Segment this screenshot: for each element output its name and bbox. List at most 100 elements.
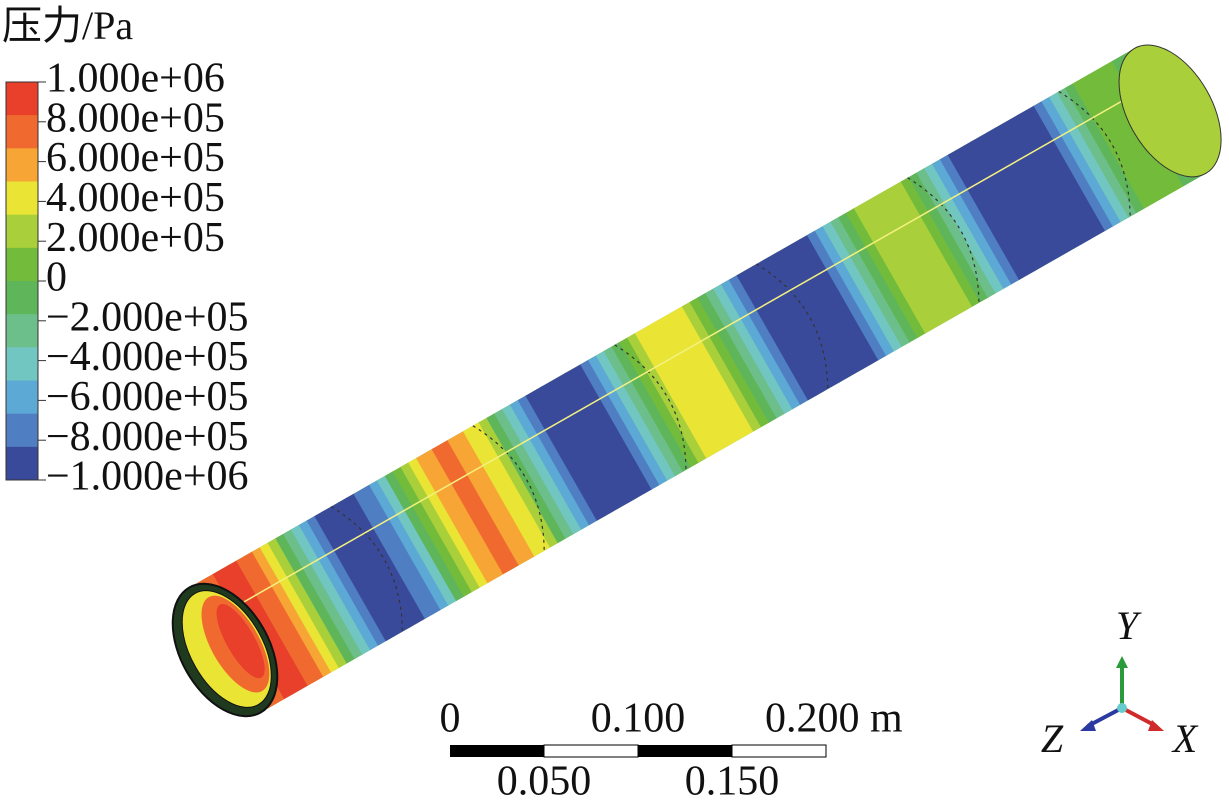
contour-band [439, 439, 520, 570]
contour-band [697, 292, 778, 423]
contour-band [455, 430, 536, 561]
contour-band [517, 395, 598, 526]
contour-band [369, 479, 450, 610]
contour-band [744, 265, 825, 396]
contour-band [603, 346, 684, 477]
contour-band [244, 551, 325, 682]
contour-band [376, 475, 457, 606]
contour-band [322, 506, 403, 637]
legend-label: −2.000e+05 [46, 294, 249, 340]
contour-band [1025, 105, 1106, 236]
contour-band [1072, 78, 1153, 209]
contour-band [947, 149, 1028, 281]
legend-label: 6.000e+05 [46, 135, 225, 181]
scale-segment [638, 745, 732, 757]
pipe-end-cap [1118, 44, 1222, 178]
contour-band [1049, 91, 1130, 223]
contour-band [423, 448, 504, 579]
contour-band [1064, 83, 1145, 214]
scale-segment [450, 745, 544, 757]
contour-band [306, 515, 387, 646]
contour-band [720, 279, 801, 410]
scale-label: 0.150 [685, 759, 780, 805]
contour-band [486, 413, 567, 544]
contour-band [502, 404, 583, 535]
contour-band [470, 421, 551, 553]
contour-band [595, 350, 676, 481]
contour-band [767, 252, 848, 383]
contour-band [556, 372, 637, 503]
contour-band [666, 310, 747, 441]
legend-label: −4.000e+05 [46, 334, 249, 380]
contour-band [830, 216, 911, 347]
triad-origin [1117, 703, 1127, 713]
legend-swatch [6, 380, 38, 415]
contour-band [447, 435, 528, 566]
contour-band [869, 194, 950, 325]
contour-band [955, 145, 1036, 276]
contour-band [861, 199, 942, 330]
legend-label: 4.000e+05 [46, 175, 225, 221]
contour-band [736, 270, 817, 401]
contour-band [283, 528, 364, 660]
legend-swatch [6, 214, 38, 249]
contour-band [806, 230, 887, 361]
scale-label: 0.050 [497, 759, 592, 805]
contour-band [885, 185, 966, 316]
contour-band [728, 274, 809, 405]
contour-band [627, 332, 708, 463]
y-arrow-head [1116, 656, 1128, 668]
legend-label: −6.000e+05 [46, 374, 249, 420]
contour-band [1002, 118, 1083, 249]
axis-label: Y [1116, 603, 1142, 648]
contour-band [978, 132, 1059, 263]
legend-label: 1.000e+06 [46, 56, 225, 102]
contour-band [431, 444, 512, 575]
contour-band [689, 297, 770, 428]
legend-swatch [6, 446, 38, 481]
contour-band [384, 471, 465, 602]
contour-band [932, 158, 1013, 289]
axis-triad: Y Z X [1041, 603, 1199, 761]
contour-band [533, 386, 614, 517]
contour-band [290, 524, 371, 655]
x-arrow-head [1148, 720, 1164, 731]
contour-band [814, 225, 895, 356]
contour-band [713, 283, 794, 414]
legend-swatch [6, 247, 38, 282]
contour-band [658, 314, 739, 445]
contour-band [548, 377, 629, 508]
contour-band [345, 493, 426, 624]
contour-band [330, 502, 411, 633]
contour-band [752, 261, 833, 392]
contour-band [462, 426, 543, 557]
contour-band [509, 399, 590, 530]
contour-band [588, 355, 669, 486]
contour-band [783, 243, 864, 374]
contour-band [791, 239, 872, 370]
contour-band [541, 381, 622, 512]
contour-band [877, 190, 958, 321]
legend-swatch [6, 82, 38, 116]
contour-band [853, 203, 934, 334]
axis-label: Z [1041, 716, 1064, 761]
contour-band [892, 181, 973, 312]
contour-band [228, 560, 309, 691]
contour-band [353, 488, 434, 619]
contour-band [494, 408, 575, 539]
contour-band [939, 154, 1020, 285]
legend-swatch [6, 314, 38, 348]
legend-swatch [6, 181, 38, 216]
contour-band [705, 288, 786, 419]
legend-title: 压力/Pa [2, 3, 133, 48]
axis-label: X [1171, 716, 1199, 761]
contour-band [611, 341, 692, 472]
contour-band [642, 323, 723, 454]
contour-band [580, 359, 661, 490]
contour-band [822, 221, 903, 352]
contour-band [799, 234, 880, 365]
contour-band [924, 163, 1005, 294]
contour-band [361, 484, 442, 615]
legend-label: −8.000e+05 [46, 414, 249, 460]
